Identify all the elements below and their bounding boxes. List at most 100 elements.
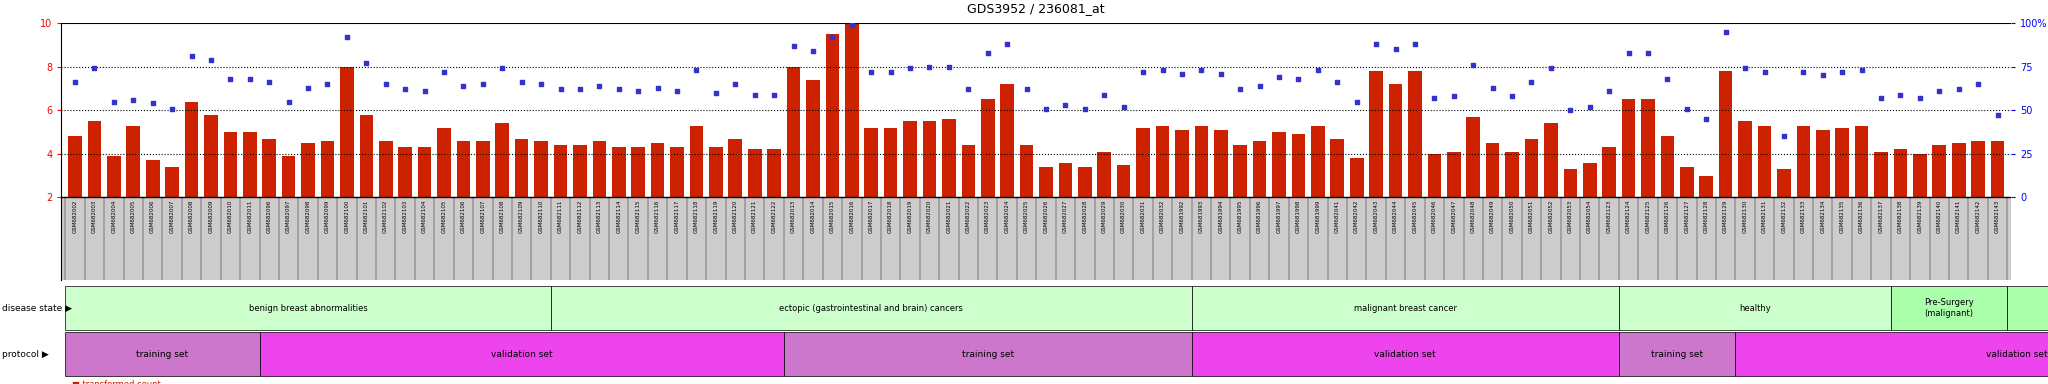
Text: GSM682115: GSM682115	[635, 199, 641, 233]
Point	[369, 81, 401, 87]
Bar	[1796, 126, 1810, 197]
Bar	[262, 139, 276, 197]
Text: GSM682026: GSM682026	[1044, 199, 1049, 233]
Point	[700, 90, 733, 96]
Bar	[1272, 132, 1286, 197]
Bar	[166, 167, 178, 197]
Point	[662, 88, 694, 94]
Bar	[61, 23, 2011, 197]
Text: GSM682110: GSM682110	[539, 199, 543, 233]
Point	[1827, 69, 1860, 75]
Bar	[205, 114, 217, 197]
Text: GSM682042: GSM682042	[1354, 199, 1360, 233]
Bar	[690, 126, 702, 197]
Text: validation set: validation set	[492, 350, 553, 359]
Text: GSM682113: GSM682113	[596, 199, 602, 233]
Text: GSM681996: GSM681996	[1257, 199, 1262, 233]
Bar	[885, 128, 897, 197]
Point	[1923, 88, 1956, 94]
Point	[176, 53, 209, 59]
Text: GSM682099: GSM682099	[326, 199, 330, 233]
Text: GSM682127: GSM682127	[1683, 199, 1690, 233]
Text: GSM682134: GSM682134	[1821, 199, 1825, 233]
Text: GSM681993: GSM681993	[1198, 199, 1204, 233]
Bar	[1817, 130, 1829, 197]
Bar	[535, 141, 549, 197]
Bar	[322, 141, 334, 197]
Point	[1321, 79, 1354, 85]
Point	[971, 50, 1004, 56]
Text: GSM682006: GSM682006	[150, 199, 156, 233]
Text: GSM682019: GSM682019	[907, 199, 913, 233]
Bar	[961, 145, 975, 197]
Bar	[1622, 99, 1636, 197]
Point	[506, 79, 539, 85]
Bar	[1253, 141, 1266, 197]
Point	[1108, 104, 1141, 110]
Text: GSM682112: GSM682112	[578, 199, 582, 233]
Bar	[1427, 154, 1442, 197]
Point	[1573, 104, 1606, 110]
Text: GSM682050: GSM682050	[1509, 199, 1516, 233]
Point	[1942, 86, 1974, 93]
Bar	[1448, 152, 1460, 197]
Point	[1767, 133, 1800, 139]
Point	[59, 79, 92, 85]
Bar	[1214, 130, 1227, 197]
Text: GSM682114: GSM682114	[616, 199, 621, 233]
Text: GSM682098: GSM682098	[305, 199, 311, 233]
Text: protocol ▶: protocol ▶	[2, 350, 49, 359]
Bar	[825, 34, 840, 197]
Point	[1729, 65, 1761, 71]
Text: GSM682104: GSM682104	[422, 199, 428, 233]
Text: GSM682017: GSM682017	[868, 199, 874, 233]
Text: GSM682053: GSM682053	[1569, 199, 1573, 233]
Bar	[1331, 139, 1343, 197]
Text: GSM681994: GSM681994	[1219, 199, 1223, 233]
Point	[1438, 93, 1470, 99]
Point	[156, 106, 188, 112]
Text: GSM682008: GSM682008	[188, 199, 195, 233]
Bar	[379, 141, 393, 197]
Bar	[1855, 126, 1868, 197]
Bar	[61, 197, 2011, 280]
Text: GSM682109: GSM682109	[520, 199, 524, 233]
Bar	[1350, 158, 1364, 197]
Bar	[981, 99, 995, 197]
Point	[1516, 79, 1548, 85]
Text: GSM682027: GSM682027	[1063, 199, 1067, 233]
Point	[1069, 106, 1102, 112]
Text: ectopic (gastrointestinal and brain) cancers: ectopic (gastrointestinal and brain) can…	[780, 304, 963, 313]
Text: GSM682054: GSM682054	[1587, 199, 1591, 233]
Point	[408, 88, 440, 94]
Text: GSM682031: GSM682031	[1141, 199, 1145, 233]
Bar	[1292, 134, 1305, 197]
Text: GSM682128: GSM682128	[1704, 199, 1708, 233]
Text: GSM681995: GSM681995	[1237, 199, 1243, 233]
Bar	[340, 67, 354, 197]
Text: GSM682132: GSM682132	[1782, 199, 1786, 233]
Point	[1264, 74, 1296, 80]
Bar	[864, 128, 879, 197]
Point	[1788, 69, 1821, 75]
Bar	[360, 114, 373, 197]
Point	[932, 64, 965, 70]
Point	[1030, 106, 1063, 112]
Text: GSM682143: GSM682143	[1995, 199, 2001, 233]
Point	[1300, 67, 1333, 73]
Text: GSM682020: GSM682020	[928, 199, 932, 233]
Point	[389, 86, 422, 93]
Text: GSM682123: GSM682123	[1608, 199, 1612, 233]
Point	[815, 34, 848, 40]
Point	[1225, 86, 1257, 93]
Text: training set: training set	[137, 350, 188, 359]
Point	[623, 88, 655, 94]
Bar	[88, 121, 100, 197]
Bar	[475, 141, 489, 197]
Text: GSM682011: GSM682011	[248, 199, 252, 233]
Point	[1671, 106, 1704, 112]
Bar	[1602, 147, 1616, 197]
Text: GSM682021: GSM682021	[946, 199, 952, 233]
Text: GSM682004: GSM682004	[111, 199, 117, 233]
Point	[117, 97, 150, 103]
